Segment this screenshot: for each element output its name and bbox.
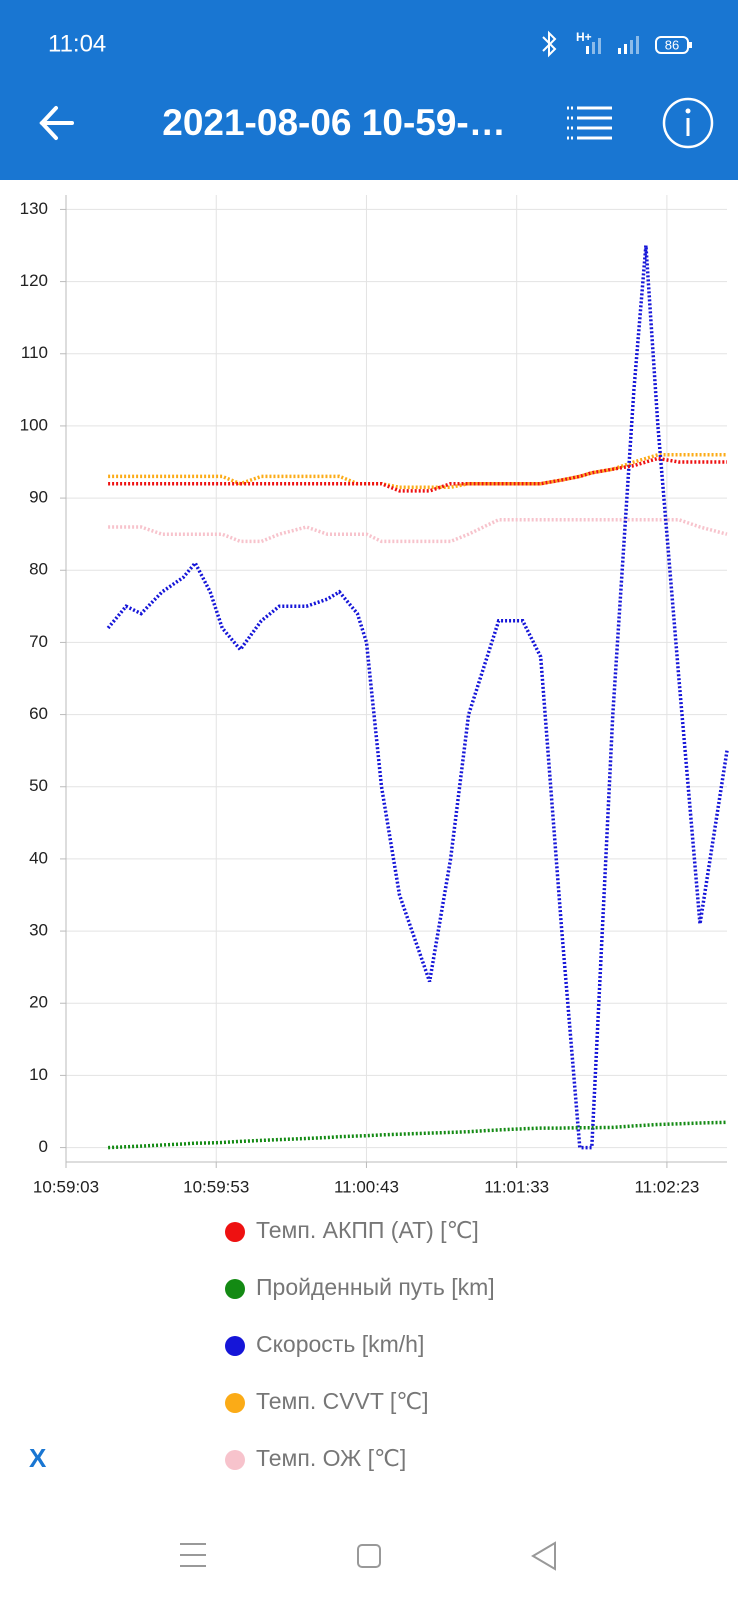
- legend-swatch: [225, 1222, 245, 1242]
- y-tick-label: 100: [20, 415, 48, 434]
- battery-level: 86: [665, 37, 679, 52]
- nav-bar: [180, 1541, 556, 1571]
- y-tick-label: 30: [29, 921, 48, 940]
- network-type: H+: [576, 30, 592, 44]
- y-tick-label: 130: [20, 199, 48, 218]
- y-tick-label: 0: [39, 1137, 48, 1156]
- x-tick-label: 10:59:03: [33, 1177, 99, 1196]
- legend-swatch: [225, 1279, 245, 1299]
- nav-home[interactable]: [357, 1544, 381, 1568]
- legend-swatch: [225, 1450, 245, 1470]
- info-button[interactable]: [662, 97, 714, 149]
- y-tick-label: 90: [29, 488, 48, 507]
- y-tick-label: 40: [29, 848, 48, 867]
- y-tick-label: 110: [21, 343, 48, 362]
- legend-label: Темп. АКПП (AT) [℃]: [256, 1217, 479, 1243]
- x-tick-label: 11:00:43: [334, 1177, 399, 1196]
- y-tick-label: 120: [20, 271, 48, 290]
- bluetooth-icon: [542, 30, 557, 58]
- y-tick-label: 10: [29, 1065, 48, 1084]
- legend-swatch: [225, 1393, 245, 1413]
- y-tick-label: 20: [29, 993, 48, 1012]
- series-line: [108, 1120, 728, 1150]
- series-line: [106, 245, 729, 1150]
- series-line: [108, 517, 728, 544]
- screen-title: 2021-08-06 10-59-…: [162, 102, 506, 143]
- battery-tip: [689, 42, 692, 48]
- x-tick-label: 11:01:33: [484, 1177, 549, 1196]
- legend-label: Скорость [km/h]: [256, 1331, 424, 1357]
- x-tick-label: 10:59:53: [183, 1177, 249, 1196]
- y-tick-label: 80: [29, 560, 48, 579]
- close-button[interactable]: X: [29, 1443, 47, 1473]
- nav-back[interactable]: [531, 1541, 556, 1571]
- y-tick-label: 50: [29, 776, 48, 795]
- list-button[interactable]: [567, 106, 612, 140]
- chart: 0 10 20 30 40 50 60 70 80 90 100 110 120 130 10:59:03 1…: [20, 195, 729, 1196]
- signal-icon: [586, 36, 639, 54]
- back-button[interactable]: [39, 106, 74, 140]
- battery-icon: [655, 36, 689, 54]
- legend-label: Темп. CVVT [℃]: [256, 1388, 429, 1414]
- legend-label: Пройденный путь [km]: [256, 1274, 495, 1300]
- legend-swatch: [225, 1336, 245, 1356]
- legend-label: Темп. ОЖ [℃]: [256, 1445, 406, 1471]
- status-time: 11:04: [48, 30, 106, 57]
- y-tick-label: 70: [29, 632, 48, 651]
- app-bar: [0, 0, 738, 180]
- x-tick-label: 11:02:23: [634, 1177, 699, 1196]
- y-tick-label: 60: [29, 704, 48, 723]
- nav-menu[interactable]: [180, 1543, 206, 1567]
